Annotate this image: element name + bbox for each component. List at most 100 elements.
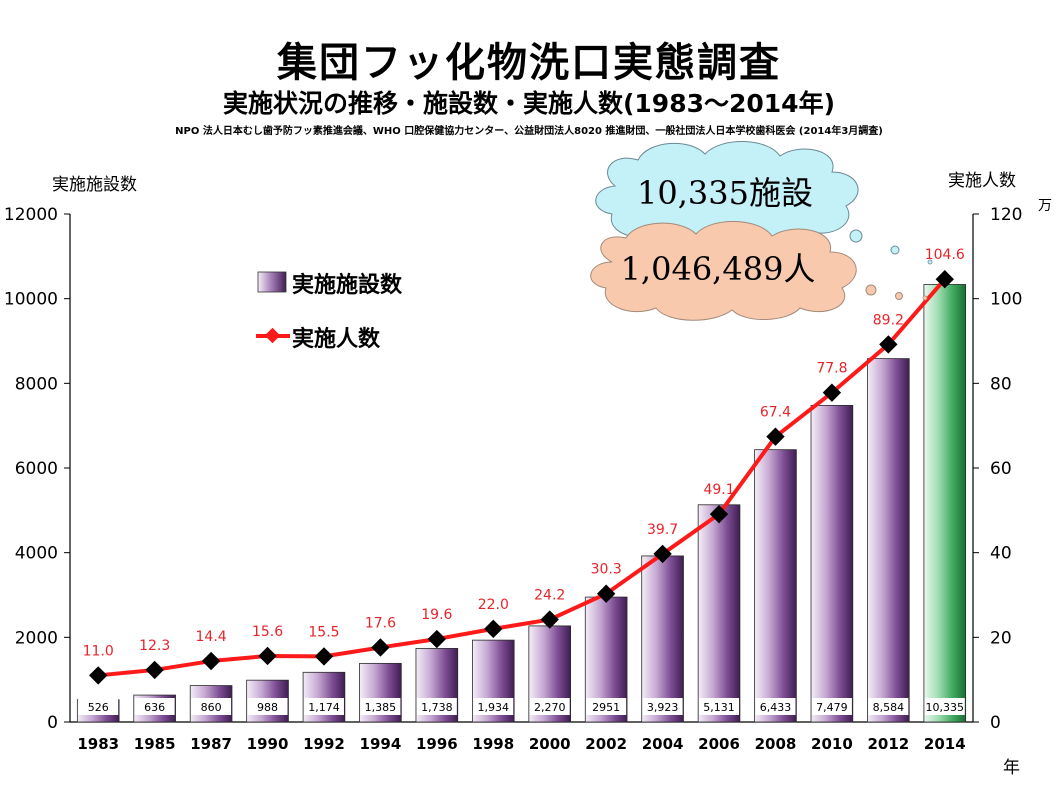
- bar-value-label: 636: [144, 701, 165, 714]
- y-axis-right-label: 実施人数: [948, 171, 1016, 191]
- x-tick-label: 2014: [924, 735, 966, 753]
- chart-title: 集団フッ化物洗口実態調査: [277, 40, 781, 86]
- x-tick-label: 1987: [190, 735, 232, 753]
- x-tick-label: 2000: [529, 735, 571, 753]
- bar-label-bg: [416, 698, 457, 715]
- line-marker: [935, 270, 954, 289]
- x-tick-label: 1990: [247, 735, 289, 753]
- bar-value-label: 1,174: [308, 701, 340, 714]
- bar-label-bg: [78, 698, 119, 715]
- x-tick-label: 1983: [77, 735, 119, 753]
- line-marker: [314, 647, 334, 666]
- callout-bubble: [922, 295, 928, 301]
- callout-bubble: [849, 229, 863, 243]
- x-tick-label: 1992: [303, 735, 345, 753]
- callout-facilities-text: 10,335施設: [637, 174, 813, 212]
- line-marker: [427, 629, 447, 649]
- legend-line-marker: [264, 327, 281, 344]
- x-axis-labels: 1983 1985 1987 1990 1992 1994 1996 1998 2000 2002…: [77, 735, 965, 753]
- line-marker: [822, 383, 842, 402]
- line-value-label: 19.6: [421, 607, 452, 623]
- y-axis-left-label: 実施施設数: [52, 175, 137, 195]
- line-value-label: 104.6: [925, 247, 965, 263]
- bar-label-bg: [811, 698, 852, 715]
- callout-people: 1,046,489人: [590, 221, 857, 321]
- legend-bar-label: 実施施設数: [292, 272, 403, 298]
- y-left-tick-label: 2000: [15, 628, 58, 648]
- x-tick-label: 1998: [472, 735, 514, 753]
- callout-bubble: [865, 284, 877, 296]
- line-marker: [201, 651, 221, 671]
- x-tick-label: 1994: [360, 735, 402, 753]
- bar-value-label: 5,131: [703, 701, 735, 714]
- chart-subtitle: 実施状況の推移・施設数・実施人数(1983〜2014年): [222, 89, 835, 118]
- bar: [697, 504, 741, 723]
- x-tick-label: 2012: [867, 735, 909, 753]
- line-value-label: 15.6: [252, 624, 283, 640]
- bar-label-bg: [473, 698, 514, 715]
- line-value-label: 15.5: [308, 624, 339, 640]
- y-left-tick-label: 10000: [4, 290, 58, 310]
- callout-bubble: [895, 292, 903, 300]
- bar-value-label: 8,584: [873, 701, 905, 714]
- line-series: [89, 270, 954, 685]
- line-marker: [371, 638, 390, 657]
- legend-line-label: 実施人数: [292, 326, 381, 352]
- bar: [641, 555, 684, 723]
- bar: [923, 284, 967, 723]
- x-tick-label: 2002: [585, 735, 627, 753]
- y-right-tick-label: 20: [990, 628, 1012, 648]
- series-line: [98, 277, 947, 678]
- bar-label-bg: [303, 698, 344, 715]
- y-right-tick-label: 100: [990, 290, 1022, 310]
- bar-value-label: 1,934: [478, 701, 510, 714]
- bar-label-bg: [134, 698, 175, 715]
- bar-value-label: 7,479: [816, 701, 848, 714]
- line-marker: [258, 646, 277, 666]
- line-value-label: 22.0: [478, 597, 509, 613]
- bar-value-label: 6,433: [760, 701, 792, 714]
- legend-bar-swatch: [257, 271, 287, 293]
- bar-label-bg: [586, 698, 627, 715]
- callout-bubble: [927, 259, 933, 265]
- bar-value-label: 2,270: [534, 701, 566, 714]
- y-left-tick-label: 8000: [15, 374, 58, 394]
- bar-value-labels: 526 636 860 988 1,174 1,385 1,738 1,934 2,270 295…: [78, 698, 965, 715]
- bar-value-label: 2951: [592, 701, 620, 714]
- bar-value-label: 526: [88, 701, 109, 714]
- bar-label-bg: [868, 698, 909, 715]
- line-value-label: 11.0: [83, 643, 114, 659]
- y-axis-right-ticks: 0 20 40 60 80 100 120: [973, 205, 1022, 733]
- y-left-tick-label: 4000: [15, 544, 58, 564]
- line-value-label: 14.4: [196, 629, 227, 645]
- callout-people-cloud: [590, 221, 857, 321]
- line-marker: [766, 427, 785, 446]
- x-tick-label: 1996: [416, 735, 458, 753]
- bar-label-bg: [529, 698, 570, 715]
- bar: [810, 404, 854, 723]
- line-marker: [709, 504, 729, 524]
- line-marker: [89, 666, 108, 685]
- line-marker: [145, 660, 164, 680]
- bar-label-bg: [642, 698, 683, 715]
- y-right-tick-label: 40: [990, 544, 1012, 564]
- line-marker: [653, 544, 672, 564]
- bar-label-bg: [191, 698, 232, 715]
- line-value-label: 89.2: [873, 312, 904, 328]
- callout-facilities: 10,335施設: [595, 141, 859, 247]
- bar-value-label: 10,335: [926, 701, 965, 714]
- line-value-label: 24.2: [534, 588, 565, 604]
- line-value-label: 12.3: [139, 638, 170, 654]
- callout-people-text: 1,046,489人: [621, 250, 816, 288]
- bar-label-bg: [360, 698, 401, 715]
- bar-value-label: 860: [201, 701, 222, 714]
- y-left-tick-label: 6000: [15, 459, 58, 479]
- y-right-tick-label: 60: [990, 459, 1012, 479]
- y-left-tick-label: 0: [47, 713, 58, 733]
- bar-value-label: 1,738: [421, 701, 453, 714]
- x-tick-label: 1985: [134, 735, 176, 753]
- line-value-label: 49.1: [703, 482, 734, 498]
- line-marker: [596, 584, 616, 603]
- bar: [754, 449, 797, 723]
- bar-label-bg: [247, 698, 288, 715]
